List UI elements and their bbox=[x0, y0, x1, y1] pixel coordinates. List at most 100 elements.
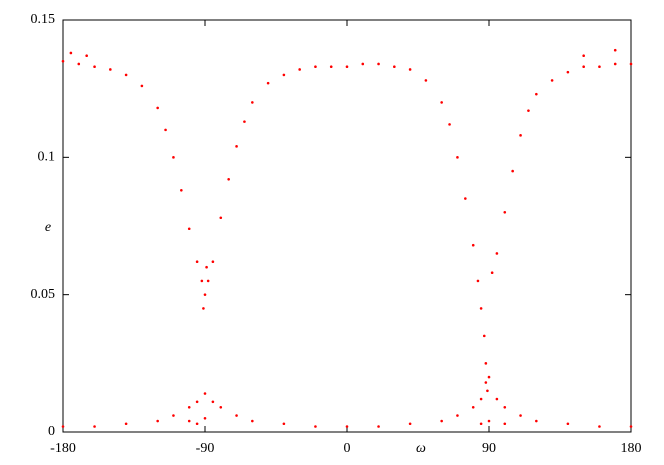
point bbox=[566, 70, 570, 74]
x-axis-label: ω bbox=[416, 441, 426, 456]
point bbox=[511, 169, 514, 173]
point bbox=[172, 156, 175, 159]
point bbox=[69, 51, 73, 55]
point bbox=[203, 293, 207, 296]
point bbox=[487, 375, 491, 379]
x-tick-label: 180 bbox=[621, 441, 642, 456]
point bbox=[235, 145, 238, 148]
point bbox=[440, 419, 443, 423]
point bbox=[629, 62, 633, 66]
point bbox=[266, 81, 270, 85]
point bbox=[490, 271, 494, 274]
point bbox=[519, 414, 522, 417]
point bbox=[200, 279, 204, 283]
point bbox=[582, 65, 585, 68]
point bbox=[180, 188, 183, 192]
point bbox=[243, 120, 246, 123]
point bbox=[456, 414, 459, 417]
y-tick-label: 0.15 bbox=[31, 12, 56, 27]
point bbox=[93, 65, 96, 68]
plot-frame bbox=[62, 19, 632, 433]
point bbox=[482, 334, 486, 338]
point bbox=[345, 65, 349, 68]
point bbox=[613, 48, 617, 52]
x-tick-label: 90 bbox=[482, 441, 496, 456]
point bbox=[187, 405, 191, 409]
point bbox=[203, 392, 207, 395]
point bbox=[109, 68, 112, 71]
point bbox=[629, 425, 633, 428]
point bbox=[156, 106, 159, 110]
point bbox=[408, 422, 412, 426]
point bbox=[235, 414, 238, 417]
point bbox=[486, 389, 489, 393]
point bbox=[195, 422, 199, 426]
point bbox=[195, 400, 199, 404]
point bbox=[440, 101, 443, 104]
point bbox=[61, 425, 65, 428]
point bbox=[535, 419, 538, 423]
point bbox=[156, 419, 159, 423]
point bbox=[582, 54, 585, 58]
x-tick-label: -180 bbox=[50, 441, 76, 456]
point bbox=[227, 178, 230, 181]
y-tick-label: 0.1 bbox=[38, 150, 56, 165]
point bbox=[314, 425, 317, 428]
point bbox=[61, 59, 65, 63]
point bbox=[164, 128, 167, 132]
point bbox=[550, 79, 554, 82]
point bbox=[219, 216, 223, 220]
point bbox=[282, 422, 286, 426]
point bbox=[206, 279, 210, 283]
point bbox=[77, 62, 81, 66]
point bbox=[503, 405, 507, 409]
point bbox=[140, 84, 144, 88]
point bbox=[251, 419, 254, 423]
point bbox=[479, 422, 483, 426]
point bbox=[495, 397, 499, 401]
point bbox=[172, 414, 175, 417]
point bbox=[393, 65, 396, 68]
point bbox=[329, 65, 333, 68]
point bbox=[613, 62, 617, 66]
point bbox=[598, 65, 601, 68]
point bbox=[124, 73, 128, 77]
point bbox=[282, 73, 286, 77]
y-axis-label: e bbox=[45, 220, 51, 235]
point bbox=[503, 210, 507, 214]
point bbox=[527, 109, 530, 112]
point bbox=[377, 425, 380, 428]
point bbox=[203, 416, 207, 420]
point bbox=[187, 227, 191, 231]
point bbox=[85, 54, 88, 58]
point bbox=[202, 307, 205, 310]
point bbox=[495, 252, 499, 255]
point bbox=[211, 400, 215, 404]
point bbox=[476, 279, 480, 283]
point bbox=[479, 307, 483, 310]
point bbox=[464, 197, 467, 200]
x-tick-label: 0 bbox=[344, 441, 351, 456]
y-tick-label: 0 bbox=[48, 424, 55, 439]
point bbox=[345, 425, 349, 428]
point bbox=[314, 65, 317, 68]
point bbox=[471, 243, 475, 247]
point bbox=[298, 68, 301, 71]
point bbox=[503, 422, 507, 426]
point bbox=[124, 422, 128, 426]
point bbox=[211, 260, 215, 264]
point bbox=[535, 92, 538, 96]
point bbox=[361, 62, 365, 66]
point bbox=[195, 260, 199, 264]
point bbox=[448, 123, 451, 126]
point bbox=[484, 362, 488, 365]
point bbox=[471, 405, 475, 409]
y-tick-label: 0.05 bbox=[31, 287, 56, 302]
x-tick-label: -90 bbox=[196, 441, 215, 456]
point bbox=[566, 422, 570, 426]
point bbox=[377, 62, 380, 66]
point bbox=[424, 79, 428, 82]
point bbox=[479, 397, 483, 401]
point bbox=[219, 405, 223, 409]
